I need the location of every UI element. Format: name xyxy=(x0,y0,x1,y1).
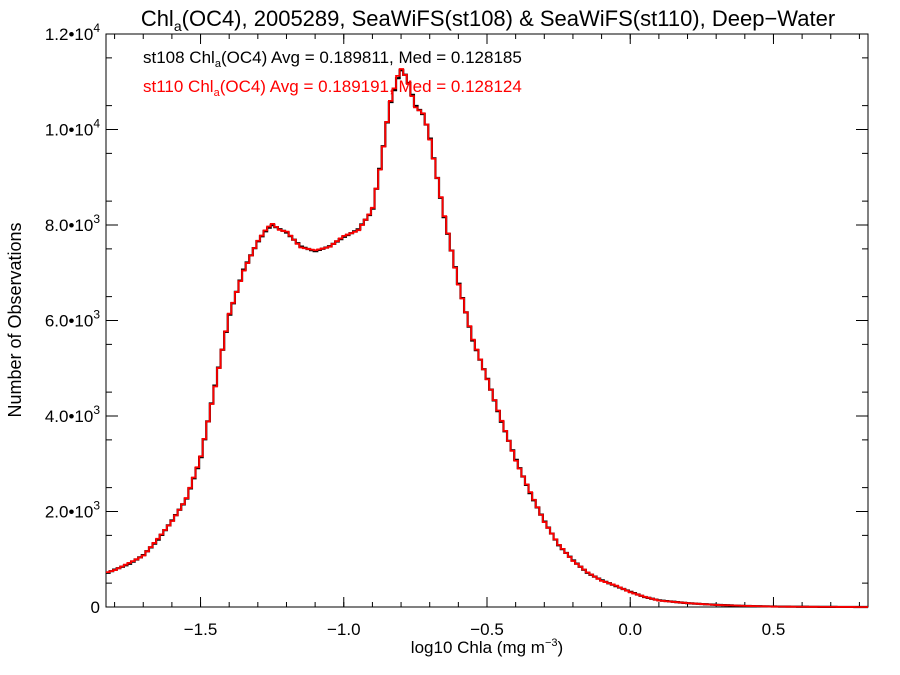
legend-entry-st108: st108 Chla(OC4) Avg = 0.189811, Med = 0.… xyxy=(143,48,522,70)
y-tick-label: 8.0•103 xyxy=(45,212,101,235)
y-tick-label: 2.0•103 xyxy=(45,499,101,522)
x-tick-label: −0.5 xyxy=(470,620,504,639)
x-axis-label: log10 Chla (mg m−3) xyxy=(411,637,563,657)
x-tick-label: 0.0 xyxy=(618,620,642,639)
y-tick-label: 4.0•103 xyxy=(45,403,101,426)
y-axis-label: Number of Observations xyxy=(5,222,25,417)
x-tick-label: −1.0 xyxy=(327,620,361,639)
x-tick-label: 0.5 xyxy=(762,620,786,639)
y-axis: 0 2.0•103 4.0•103 6.0•103 8.0•103 1.0•104 1.2•… xyxy=(45,21,868,617)
histogram-line-1 xyxy=(106,68,868,608)
histogram-line-0 xyxy=(106,69,868,609)
chart-title: Chla(OC4), 2005289, SeaWiFS(st108) & Sea… xyxy=(141,6,835,34)
y-tick-label: 0 xyxy=(91,598,100,617)
legend-entry-st110: st110 Chla(OC4) Avg = 0.189191, Med = 0.… xyxy=(143,77,522,99)
plot-frame xyxy=(105,33,869,608)
legend: st108 Chla(OC4) Avg = 0.189811, Med = 0.… xyxy=(143,48,522,99)
x-tick-label: −1.5 xyxy=(184,620,218,639)
y-tick-label: 6.0•103 xyxy=(45,308,101,331)
x-axis: −1.5 −1.0 −0.5 0.0 0.5 xyxy=(114,34,860,639)
y-tick-label: 1.2•104 xyxy=(45,21,101,44)
series-group xyxy=(106,68,868,609)
y-tick-label: 1.0•104 xyxy=(45,117,101,140)
